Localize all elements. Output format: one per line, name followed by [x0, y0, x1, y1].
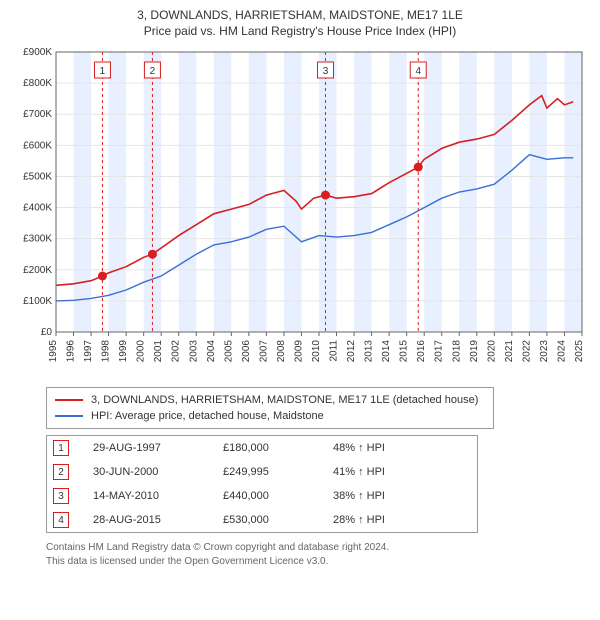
table-row: 3 14-MAY-2010 £440,000 38% ↑ HPI — [47, 484, 477, 508]
svg-text:2020: 2020 — [486, 340, 497, 363]
svg-text:2008: 2008 — [276, 340, 287, 363]
svg-text:2005: 2005 — [223, 340, 234, 363]
svg-text:£900K: £900K — [23, 47, 52, 58]
svg-text:2023: 2023 — [539, 340, 550, 363]
title-subtitle: Price paid vs. HM Land Registry's House … — [10, 24, 590, 38]
svg-text:2010: 2010 — [311, 340, 322, 363]
legend-item: 3, DOWNLANDS, HARRIETSHAM, MAIDSTONE, ME… — [55, 392, 485, 408]
svg-text:2025: 2025 — [574, 340, 585, 363]
tx-date: 28-AUG-2015 — [93, 514, 223, 526]
title-address: 3, DOWNLANDS, HARRIETSHAM, MAIDSTONE, ME… — [10, 8, 590, 22]
legend-label: 3, DOWNLANDS, HARRIETSHAM, MAIDSTONE, ME… — [91, 394, 478, 406]
svg-text:2021: 2021 — [504, 340, 515, 363]
svg-text:£0: £0 — [41, 327, 53, 338]
svg-text:2016: 2016 — [416, 340, 427, 363]
tx-date: 29-AUG-1997 — [93, 442, 223, 454]
svg-text:£400K: £400K — [23, 203, 52, 214]
table-row: 1 29-AUG-1997 £180,000 48% ↑ HPI — [47, 436, 477, 460]
legend-label: HPI: Average price, detached house, Maid… — [91, 410, 324, 422]
tx-date: 30-JUN-2000 — [93, 466, 223, 478]
tx-hpi: 38% ↑ HPI — [333, 490, 385, 502]
svg-text:1999: 1999 — [118, 340, 129, 363]
svg-text:1997: 1997 — [83, 340, 94, 363]
svg-text:2024: 2024 — [556, 340, 567, 363]
svg-text:2009: 2009 — [293, 340, 304, 363]
svg-text:2000: 2000 — [136, 340, 147, 363]
tx-date: 14-MAY-2010 — [93, 490, 223, 502]
svg-text:2004: 2004 — [206, 340, 217, 363]
svg-text:2002: 2002 — [171, 340, 182, 363]
svg-text:2018: 2018 — [451, 340, 462, 363]
tx-hpi: 28% ↑ HPI — [333, 514, 385, 526]
tx-marker-badge: 3 — [53, 488, 69, 504]
tx-marker-badge: 2 — [53, 464, 69, 480]
svg-text:2003: 2003 — [188, 340, 199, 363]
svg-text:£500K: £500K — [23, 171, 52, 182]
tx-marker-badge: 4 — [53, 512, 69, 528]
svg-text:£200K: £200K — [23, 265, 52, 276]
svg-text:£300K: £300K — [23, 234, 52, 245]
attribution: Contains HM Land Registry data © Crown c… — [46, 541, 590, 568]
svg-text:2011: 2011 — [329, 340, 340, 362]
svg-text:£100K: £100K — [23, 296, 52, 307]
legend-swatch — [55, 415, 83, 417]
svg-text:1: 1 — [100, 66, 106, 77]
svg-text:3: 3 — [323, 66, 329, 77]
chart: £0 £100K £200K £300K £400K £500K £600K £700K £80… — [10, 44, 590, 379]
footer-line: Contains HM Land Registry data © Crown c… — [46, 541, 590, 555]
svg-text:1998: 1998 — [101, 340, 112, 363]
svg-text:2015: 2015 — [399, 340, 410, 363]
svg-text:£600K: £600K — [23, 140, 52, 151]
svg-text:£700K: £700K — [23, 109, 52, 120]
table-row: 4 28-AUG-2015 £530,000 28% ↑ HPI — [47, 508, 477, 532]
tx-price: £530,000 — [223, 514, 333, 526]
svg-text:£800K: £800K — [23, 78, 52, 89]
svg-text:2014: 2014 — [381, 340, 392, 363]
transactions-table: 1 29-AUG-1997 £180,000 48% ↑ HPI 2 30-JU… — [46, 435, 478, 533]
svg-text:2013: 2013 — [364, 340, 375, 363]
legend-item: HPI: Average price, detached house, Maid… — [55, 408, 485, 424]
table-row: 2 30-JUN-2000 £249,995 41% ↑ HPI — [47, 460, 477, 484]
legend-swatch — [55, 399, 83, 401]
svg-text:2007: 2007 — [258, 340, 269, 363]
svg-text:2022: 2022 — [521, 340, 532, 363]
svg-text:1996: 1996 — [66, 340, 77, 363]
footer-line: This data is licensed under the Open Gov… — [46, 555, 590, 569]
svg-text:2017: 2017 — [434, 340, 445, 363]
svg-text:4: 4 — [415, 66, 421, 77]
svg-text:2001: 2001 — [153, 340, 164, 363]
tx-hpi: 48% ↑ HPI — [333, 442, 385, 454]
legend: 3, DOWNLANDS, HARRIETSHAM, MAIDSTONE, ME… — [46, 387, 494, 429]
svg-text:2012: 2012 — [346, 340, 357, 363]
chart-svg: £0 £100K £200K £300K £400K £500K £600K £700K £80… — [10, 44, 590, 374]
svg-text:2: 2 — [150, 66, 156, 77]
tx-price: £180,000 — [223, 442, 333, 454]
svg-text:2019: 2019 — [469, 340, 480, 363]
tx-hpi: 41% ↑ HPI — [333, 466, 385, 478]
tx-marker-badge: 1 — [53, 440, 69, 456]
titles: 3, DOWNLANDS, HARRIETSHAM, MAIDSTONE, ME… — [10, 8, 590, 38]
tx-price: £249,995 — [223, 466, 333, 478]
svg-text:2006: 2006 — [241, 340, 252, 363]
chart-container: 3, DOWNLANDS, HARRIETSHAM, MAIDSTONE, ME… — [0, 0, 600, 578]
svg-text:1995: 1995 — [48, 340, 59, 363]
tx-price: £440,000 — [223, 490, 333, 502]
